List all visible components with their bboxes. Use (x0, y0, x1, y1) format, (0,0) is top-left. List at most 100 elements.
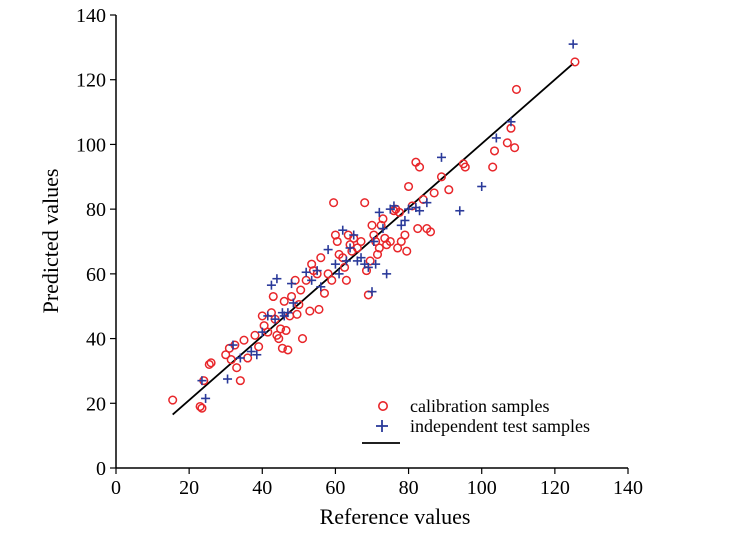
test-point (323, 245, 333, 255)
calibration-point (374, 243, 384, 253)
x-tick-label: 20 (179, 477, 199, 499)
calibration-point (254, 342, 264, 352)
legend: calibration samples independent test sam… (362, 396, 590, 444)
test-point (334, 269, 344, 279)
plot-area (115, 15, 628, 469)
test-point (197, 376, 207, 386)
test-point (389, 201, 399, 211)
y-tick-label: 80 (86, 199, 106, 221)
test-point (338, 225, 348, 235)
x-tick-label: 40 (252, 477, 272, 499)
calibration-point (286, 291, 297, 302)
calibration-point (327, 275, 337, 285)
test-point (349, 230, 359, 240)
test-point (378, 224, 388, 234)
test-point (345, 243, 355, 253)
test-point (455, 206, 465, 216)
test-point (252, 350, 262, 360)
y-tick-label: 20 (86, 393, 106, 415)
test-point (363, 262, 373, 272)
x-tick-label: 80 (399, 477, 419, 499)
test-point (263, 311, 273, 321)
calibration-point (404, 181, 414, 192)
calibration-point (413, 224, 423, 234)
calibration-point (168, 395, 178, 405)
test-point (246, 347, 256, 357)
test-point (382, 269, 392, 279)
calibration-point (197, 403, 207, 413)
calibration-point (332, 236, 342, 247)
calibration-point (365, 256, 375, 266)
y-axis-ticks: 0 20 40 60 80 100 120 140 (76, 5, 116, 480)
calibration-point (511, 84, 522, 94)
legend-test-label: independent test samples (410, 416, 590, 436)
test-point (235, 353, 245, 363)
calibration-point (356, 236, 366, 247)
test-point (330, 259, 340, 269)
test-point (371, 259, 381, 269)
test-point (506, 117, 516, 127)
calibration-point (283, 345, 293, 355)
calibration-point (488, 162, 498, 172)
calibration-point (341, 275, 351, 285)
x-tick-label: 120 (540, 477, 570, 499)
calibration-point (460, 162, 470, 172)
calibration-point (385, 236, 395, 247)
calibration-point (235, 376, 245, 386)
x-tick-label: 100 (467, 477, 497, 499)
test-point (367, 287, 377, 297)
y-tick-label: 100 (76, 134, 106, 156)
calibration-point (314, 304, 324, 315)
calibration-point (510, 143, 520, 153)
calibration-point (489, 146, 500, 156)
calibration-point (329, 198, 339, 208)
test-point (356, 253, 366, 263)
calibration-point (367, 220, 377, 230)
calibration-point (276, 324, 286, 334)
calibration-point (297, 334, 308, 344)
test-point (396, 220, 406, 230)
calibration-point (340, 262, 350, 272)
test-point (369, 237, 379, 246)
calibration-point (296, 285, 306, 295)
calibration-point (226, 355, 236, 365)
test-point (436, 152, 446, 162)
test-point (201, 393, 211, 403)
test-series (197, 39, 578, 403)
test-point (415, 206, 425, 216)
test-point (223, 374, 233, 384)
calibration-point (425, 227, 436, 237)
calibration-point (316, 253, 326, 263)
x-tick-label: 60 (325, 477, 345, 499)
x-axis-title: Reference values (320, 504, 471, 529)
calibration-point (444, 185, 454, 195)
calibration-point (402, 246, 412, 256)
legend-test-marker (376, 420, 388, 432)
test-point (266, 280, 276, 290)
y-axis-title: Predicted values (38, 169, 63, 314)
test-point (288, 298, 298, 308)
calibration-point (294, 300, 304, 310)
test-point (270, 314, 280, 324)
calibration-point (239, 335, 249, 345)
legend-calibration-marker (377, 400, 388, 411)
calibration-point (414, 162, 425, 172)
test-point (491, 133, 501, 143)
test-point (422, 198, 432, 208)
calibration-point (305, 306, 315, 316)
test-point (301, 267, 311, 277)
y-tick-label: 60 (86, 264, 106, 286)
calibration-point (281, 325, 291, 336)
calibration-point (360, 198, 370, 208)
test-point (287, 279, 297, 289)
x-axis-ticks: 0 20 40 60 80 100 120 140 (111, 468, 643, 499)
test-point (316, 282, 326, 292)
legend-calibration-label: calibration samples (410, 396, 549, 416)
calibration-point (319, 288, 330, 298)
calibration-point (274, 334, 284, 344)
test-point (568, 39, 578, 49)
y-tick-label: 120 (76, 70, 106, 92)
test-point (477, 181, 487, 191)
calibration-point (268, 291, 278, 302)
